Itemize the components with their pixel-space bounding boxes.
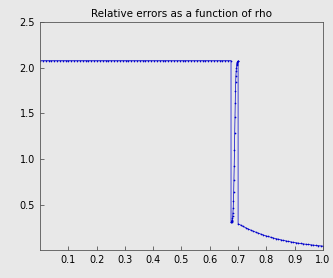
Title: Relative errors as a function of rho: Relative errors as a function of rho [91, 9, 272, 19]
